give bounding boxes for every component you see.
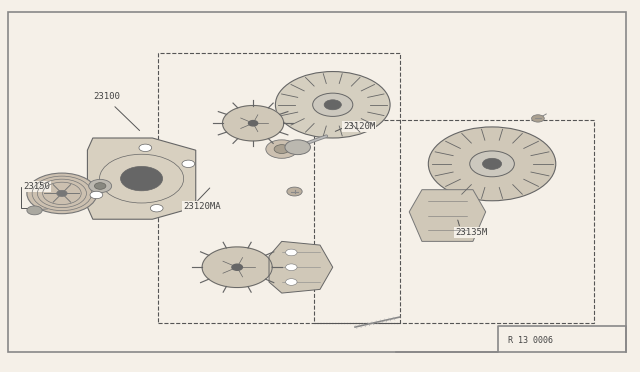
Bar [314,119,594,323]
Circle shape [428,127,556,201]
Circle shape [313,93,353,116]
Circle shape [89,179,111,193]
Circle shape [285,279,297,285]
Circle shape [150,205,163,212]
Text: 23135M: 23135M [455,228,487,237]
Bar [20,187,64,208]
Circle shape [248,121,258,126]
Circle shape [27,206,42,215]
Text: 23120MA: 23120MA [183,202,221,211]
Circle shape [90,191,103,199]
Circle shape [232,264,243,270]
Circle shape [182,160,195,167]
Text: 23120M: 23120M [343,122,375,131]
Circle shape [274,145,289,154]
Polygon shape [202,247,272,288]
Circle shape [95,183,106,189]
Circle shape [285,264,297,270]
Circle shape [57,190,67,196]
Circle shape [27,173,97,214]
Text: 23100: 23100 [94,92,121,101]
Polygon shape [223,106,284,141]
Circle shape [287,187,302,196]
Circle shape [483,158,502,169]
Circle shape [275,71,390,138]
Circle shape [266,140,298,158]
Circle shape [532,115,544,122]
Circle shape [324,100,341,110]
Bar [157,53,399,323]
Text: R 13 0006: R 13 0006 [508,336,553,345]
Circle shape [139,144,152,151]
Circle shape [285,249,297,256]
Circle shape [120,166,163,191]
Text: 23150: 23150 [23,182,50,191]
Circle shape [285,140,310,155]
Polygon shape [409,190,486,241]
Polygon shape [269,241,333,293]
Polygon shape [88,138,196,219]
Circle shape [470,151,515,177]
